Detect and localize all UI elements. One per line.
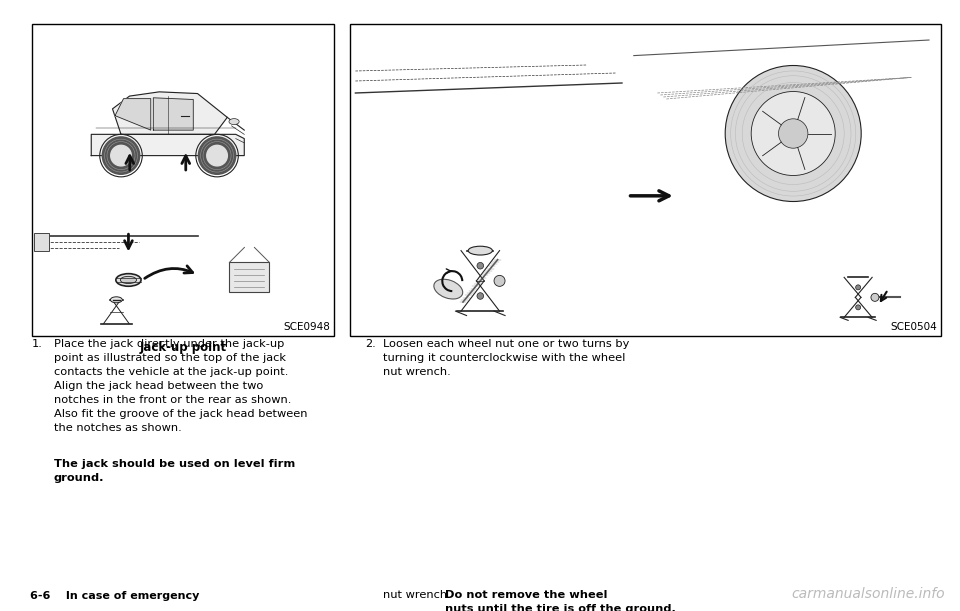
Circle shape [494,276,505,287]
Ellipse shape [434,279,463,299]
Text: SCE0504: SCE0504 [890,322,937,332]
Circle shape [751,92,835,175]
Circle shape [871,293,879,301]
Ellipse shape [110,297,122,303]
Text: The jack should be used on level firm
ground.: The jack should be used on level firm gr… [54,459,295,483]
Text: Loosen each wheel nut one or two turns by
turning it counterclockwise with the w: Loosen each wheel nut one or two turns b… [383,339,629,377]
Ellipse shape [229,119,239,125]
Bar [34,233,49,251]
Text: Place the jack directly under the jack-up
point as illustrated so the top of the: Place the jack directly under the jack-u… [54,339,307,433]
Circle shape [206,145,228,166]
Bar [350,24,941,336]
Circle shape [779,119,808,148]
Circle shape [855,285,861,290]
Ellipse shape [120,276,136,284]
Circle shape [855,305,861,310]
Text: Do not remove the wheel
nuts until the tire is off the ground.: Do not remove the wheel nuts until the t… [444,590,676,611]
Text: 1.: 1. [32,339,42,349]
Text: 6-6    In case of emergency: 6-6 In case of emergency [30,591,200,601]
Bar [32,24,334,336]
Polygon shape [115,98,151,130]
Circle shape [103,137,140,174]
Circle shape [477,263,484,269]
Polygon shape [112,92,228,134]
Text: 2.: 2. [365,339,375,349]
Text: nut wrench.: nut wrench. [383,590,458,599]
Text: Jack-up point: Jack-up point [139,341,227,354]
Bar [229,263,270,293]
Circle shape [725,65,861,202]
Polygon shape [154,98,193,130]
Ellipse shape [468,246,492,255]
Circle shape [477,293,484,299]
Ellipse shape [116,274,141,287]
Text: carmanualsonline.info: carmanualsonline.info [791,587,945,601]
Circle shape [110,145,132,166]
Polygon shape [91,134,244,156]
Circle shape [199,137,236,174]
Text: SCE0948: SCE0948 [283,322,330,332]
